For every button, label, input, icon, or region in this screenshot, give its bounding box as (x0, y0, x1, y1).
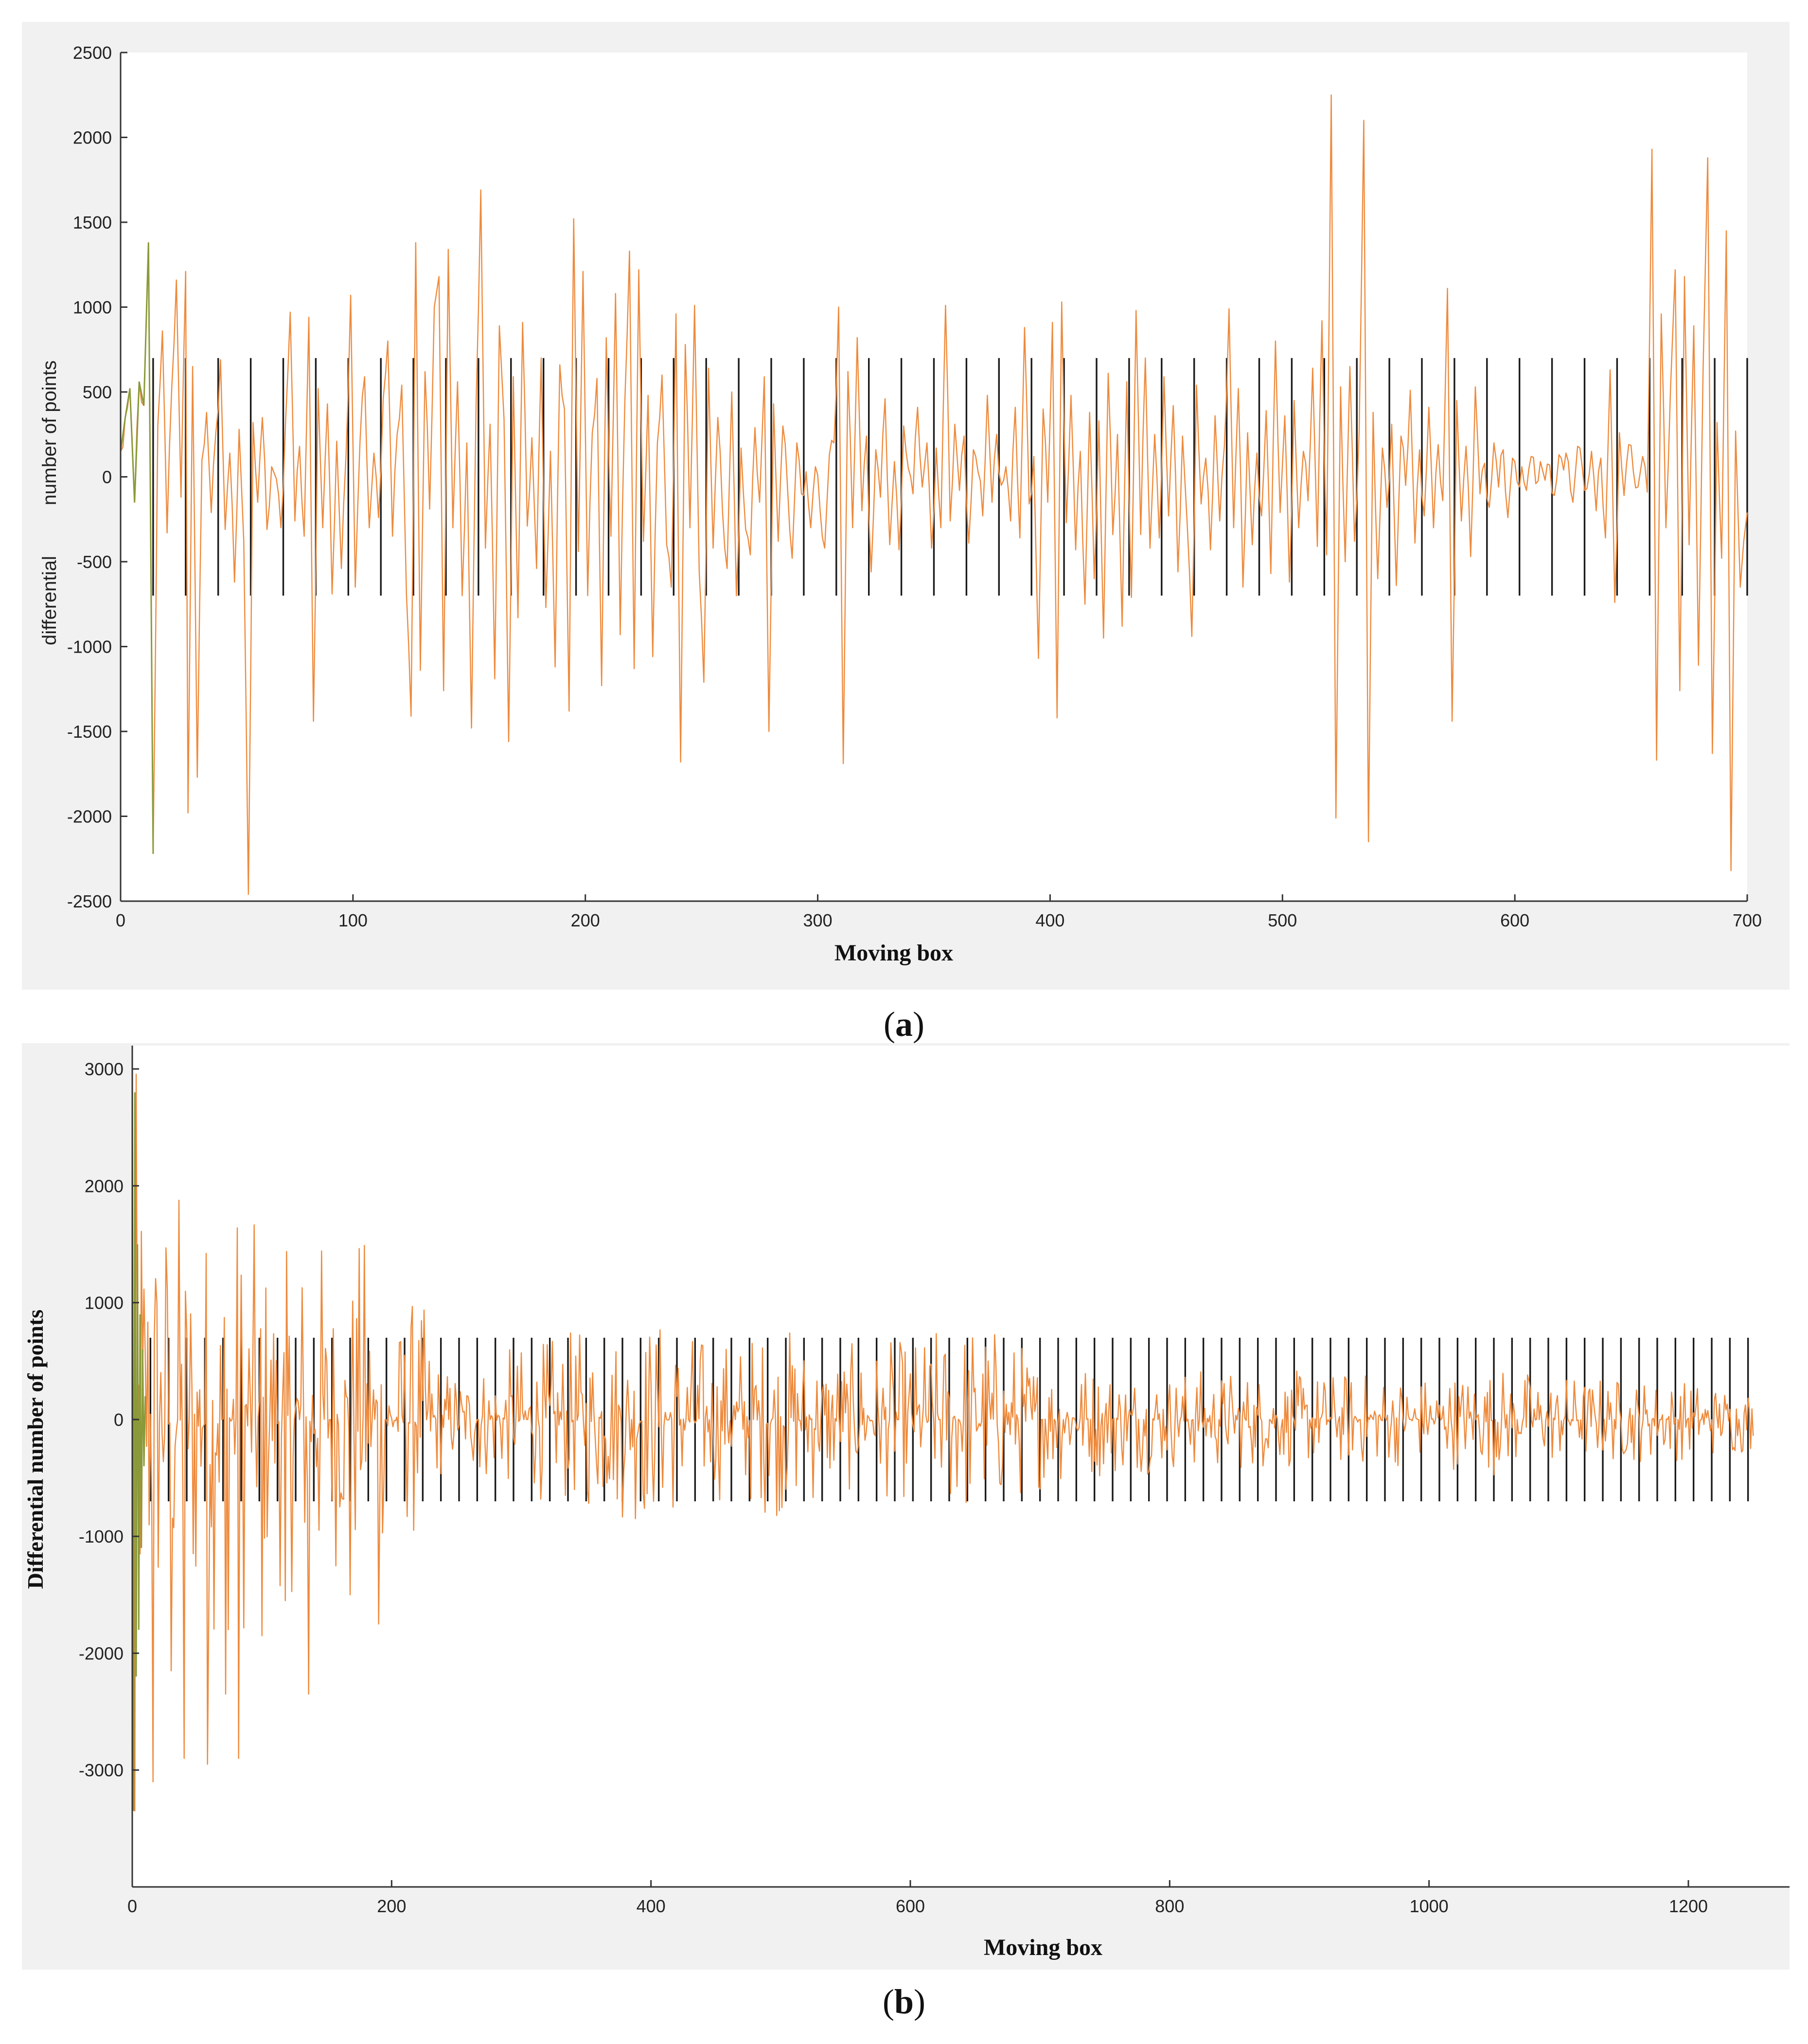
chart-panel-b: 0 200 400 600 800 1000 1200 3000 2000 1000 0 -1000… (22, 1043, 1790, 1970)
panel-b-y-tick-label: -3000 (79, 1760, 124, 1780)
panel-a-y-tick-label: 0 (102, 467, 112, 487)
panel-a-y-tick-label: -500 (77, 552, 112, 572)
panel-a-x-tick-label: 200 (571, 910, 600, 930)
panel-a-x-tick-label: 400 (1035, 910, 1064, 930)
panel-a-signal-line (120, 94, 1748, 895)
panel-b-signal (131, 1057, 1754, 1812)
panel-b-y-tick-label: 0 (114, 1410, 124, 1430)
panel-a-y-tick-label: 1000 (73, 298, 112, 318)
panel-a-x-tick-label: 600 (1500, 910, 1529, 930)
panel-b-x-tick-label: 0 (127, 1896, 137, 1916)
panel-b-y-tick-label: -2000 (79, 1643, 124, 1663)
panel-b-x-tick-label: 1200 (1669, 1896, 1708, 1916)
panel-b-x-ticks: 0 200 400 600 800 1000 1200 (127, 1880, 1708, 1916)
panel-b-x-axis-label: Moving box (984, 1935, 1102, 1960)
panel-b-y-axis-label: Differential number of points (23, 1310, 48, 1589)
panel-b-y-tick-label: -1000 (79, 1527, 124, 1546)
panel-b-x-tick-label: 800 (1155, 1896, 1184, 1916)
panel-a-x-tick-label: 700 (1733, 910, 1762, 930)
panel-a-y-axis-label-line1: number of points (39, 360, 60, 505)
panel-a-x-axis-label: Moving box (834, 940, 953, 966)
panel-a-y-tick-label: -2500 (67, 891, 112, 911)
panel-b-y-tick-label: 1000 (85, 1293, 124, 1313)
panel-a-x-tick-label: 100 (338, 910, 368, 930)
panel-b-plot-area (132, 1046, 1790, 1887)
panel-a-y-tick-label: 500 (83, 382, 112, 402)
panel-b-x-tick-label: 400 (637, 1896, 666, 1916)
panel-b-x-tick-label: 1000 (1410, 1896, 1449, 1916)
panel-b-x-tick-label: 200 (377, 1896, 406, 1916)
panel-b-caption: (b) (883, 1982, 925, 2021)
panel-a-y-tick-label: -1000 (67, 637, 112, 657)
panel-a-x-tick-label: 300 (803, 910, 833, 930)
panel-a-x-ticks: 0 100 200 300 400 500 600 700 (116, 894, 1762, 930)
panel-b-y-ticks: 3000 2000 1000 0 -1000 -2000 -3000 (79, 1059, 139, 1780)
panel-a-y-tick-label: -1500 (67, 722, 112, 742)
panel-b-signal-line (131, 1073, 1754, 1812)
panel-a-y-tick-label: 2000 (73, 128, 112, 148)
panel-b-x-tick-label: 600 (896, 1896, 925, 1916)
panel-a-x-tick-label: 500 (1268, 910, 1297, 930)
panel-b-y-tick-label: 3000 (85, 1059, 124, 1079)
panel-a-y-tick-label: 1500 (73, 213, 112, 232)
chart-panel-a: 0 100 200 300 400 500 600 700 2500 2000 1500 1000 5… (22, 22, 1790, 990)
panel-a-y-axis-label-line2: differential (39, 556, 60, 645)
panel-b-start-segment (131, 1057, 146, 1811)
panel-a-y-ticks: 2500 2000 1500 1000 500 0 -500 -1000 -1500 -2000 -… (67, 43, 127, 911)
panel-a-signal (120, 94, 1748, 895)
panel-a-caption: (a) (884, 1005, 924, 1044)
panel-a-start-segment (120, 242, 154, 854)
panel-b-y-tick-label: 2000 (85, 1176, 124, 1196)
panel-a-x-tick-label: 0 (116, 910, 125, 930)
panel-a-y-tick-label: -2000 (67, 807, 112, 827)
panel-a-y-tick-label: 2500 (73, 43, 112, 63)
